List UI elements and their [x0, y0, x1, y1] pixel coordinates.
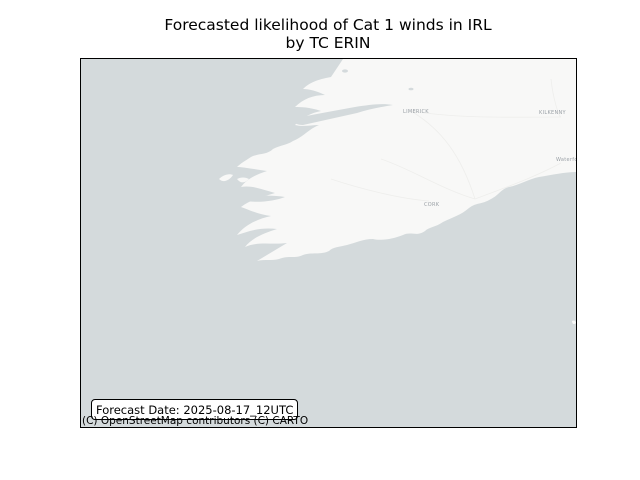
- basemap: LIMERICK KILKENNY Waterford CORK: [81, 59, 576, 427]
- map-panel[interactable]: LIMERICK KILKENNY Waterford CORK: [80, 58, 577, 428]
- roads: [330, 78, 562, 202]
- map-attribution: (C) OpenStreetMap contributors (C) CARTO: [82, 415, 309, 427]
- shannon-estuary: [291, 104, 393, 125]
- forecast-date-label: Forecast Date: 2025-08-17_12UTC: [91, 399, 299, 420]
- land-islet: [237, 177, 249, 183]
- land-ireland: [237, 59, 576, 261]
- lake: [408, 87, 414, 91]
- figure-title-line-1: Forecasted likelihood of Cat 1 winds in …: [164, 16, 492, 34]
- land-islet: [219, 174, 233, 182]
- bay: [245, 195, 285, 202]
- place-label-kilkenny: KILKENNY: [539, 110, 567, 116]
- lake: [342, 69, 348, 73]
- place-label-limerick: LIMERICK: [403, 109, 429, 115]
- place-label-waterford: Waterford: [556, 157, 576, 163]
- figure-title: Forecasted likelihood of Cat 1 winds in …: [0, 16, 640, 52]
- land-islet: [572, 320, 576, 325]
- figure-title-line-2: by TC ERIN: [285, 33, 371, 52]
- land-islet: [452, 59, 461, 71]
- place-label-cork: CORK: [424, 202, 440, 208]
- bay: [227, 119, 269, 130]
